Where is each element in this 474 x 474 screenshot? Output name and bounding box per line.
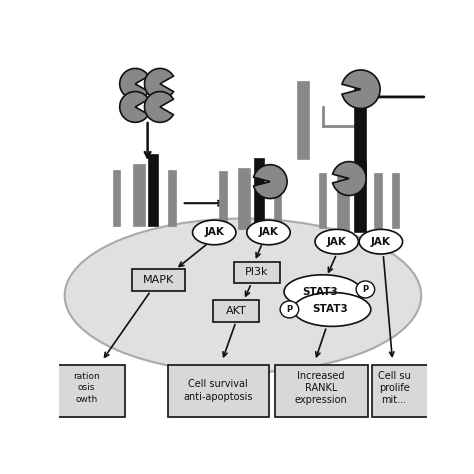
Text: JAK: JAK	[371, 237, 391, 246]
Text: MAPK: MAPK	[143, 275, 174, 285]
Bar	[234, 262, 280, 283]
Text: JAK: JAK	[258, 228, 278, 237]
Text: STAT3: STAT3	[313, 304, 348, 314]
Wedge shape	[120, 91, 149, 122]
Ellipse shape	[284, 275, 362, 309]
Text: JAK: JAK	[204, 228, 224, 237]
Bar	[132, 269, 185, 291]
Wedge shape	[145, 68, 173, 99]
Bar	[113, 171, 120, 226]
Bar	[275, 365, 368, 417]
Bar	[356, 163, 366, 232]
Text: owth: owth	[75, 395, 98, 404]
Text: mit...: mit...	[382, 394, 407, 404]
Bar	[220, 173, 227, 226]
Wedge shape	[333, 162, 366, 195]
Bar	[356, 89, 366, 182]
Bar	[392, 174, 399, 228]
Bar	[338, 171, 349, 231]
Bar	[52, 365, 125, 417]
Text: STAT3: STAT3	[302, 287, 338, 297]
Bar	[149, 155, 158, 226]
Wedge shape	[254, 164, 287, 199]
Text: P: P	[362, 285, 368, 294]
Bar	[255, 159, 264, 228]
Wedge shape	[120, 68, 149, 99]
Bar	[319, 174, 326, 228]
Text: Cell su: Cell su	[378, 372, 410, 382]
Bar	[168, 365, 268, 417]
Ellipse shape	[247, 220, 290, 245]
Ellipse shape	[280, 301, 299, 318]
Bar	[213, 300, 259, 322]
Wedge shape	[145, 91, 173, 122]
Text: ration: ration	[73, 372, 100, 381]
Ellipse shape	[315, 229, 358, 254]
Text: expression: expression	[295, 394, 347, 404]
Text: prolife: prolife	[379, 383, 410, 393]
Ellipse shape	[293, 292, 371, 327]
Bar	[239, 169, 250, 228]
Text: Cell survival: Cell survival	[188, 379, 248, 389]
Bar	[134, 164, 145, 226]
Ellipse shape	[356, 281, 374, 298]
Wedge shape	[342, 70, 380, 109]
Ellipse shape	[359, 229, 402, 254]
Ellipse shape	[192, 220, 236, 245]
Bar	[169, 171, 175, 226]
Ellipse shape	[64, 219, 421, 373]
Text: Increased: Increased	[298, 372, 345, 382]
Text: anti-apoptosis: anti-apoptosis	[183, 392, 253, 402]
Bar	[373, 365, 434, 417]
Text: RANKL: RANKL	[305, 383, 337, 393]
Bar	[298, 82, 309, 158]
Text: osis: osis	[78, 383, 95, 392]
Text: PI3k: PI3k	[245, 267, 269, 277]
Text: JAK: JAK	[327, 237, 346, 246]
Bar	[275, 173, 281, 226]
Text: P: P	[286, 305, 292, 314]
Text: AKT: AKT	[226, 306, 246, 316]
Bar	[375, 174, 382, 228]
